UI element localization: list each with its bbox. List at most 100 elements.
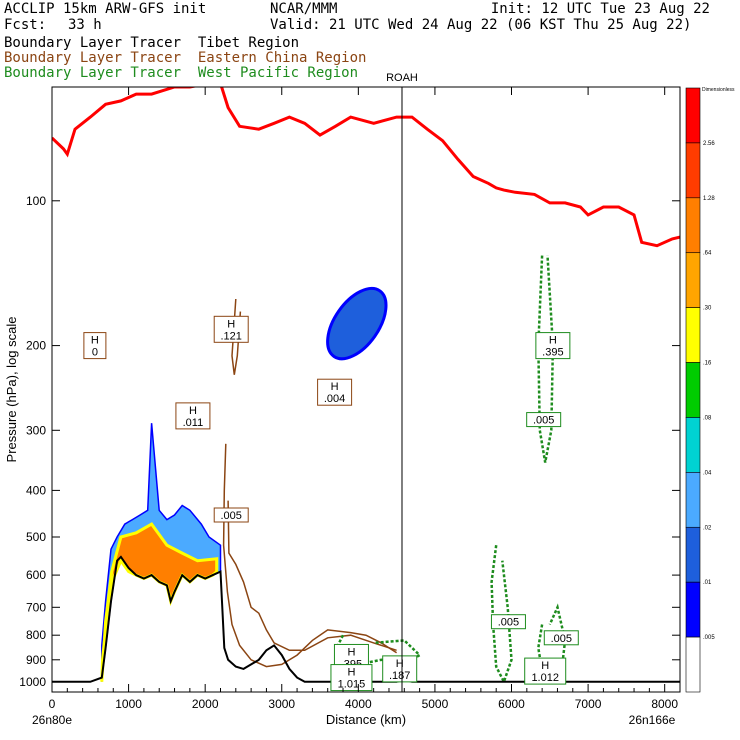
y-tick-label: 600 [26, 568, 46, 582]
colorbar-segment [685, 362, 701, 418]
extremum-label: H.395 [535, 332, 571, 360]
extremum-value: .121 [220, 330, 241, 342]
extremum-value: .005 [551, 633, 572, 645]
org-label: NCAR/MMM [270, 1, 338, 17]
extremum-h: H [541, 660, 549, 672]
extremum-label: H1.015 [330, 664, 373, 692]
colorbar-level-label: .005 [703, 635, 715, 641]
extremum-label: .005 [213, 507, 249, 523]
extremum-h: H [189, 405, 197, 417]
extremum-value: .187 [389, 670, 410, 682]
colorbar-title: Dimensionless [702, 87, 735, 93]
y-tick-label: 100 [26, 194, 46, 208]
x-tick-label: 2000 [192, 697, 219, 711]
colorbar-level-label: 2.56 [703, 141, 715, 147]
colorbar-level-label: .16 [703, 361, 712, 367]
extremum-h: H [347, 646, 355, 658]
colorbar-segment [685, 307, 701, 363]
colorbar-segment [685, 472, 701, 528]
extremum-label: H.011 [175, 402, 211, 430]
west-pacific-contour [490, 545, 513, 685]
right-endpoint-label: 26n166e [629, 713, 676, 727]
extremum-label: H1.012 [524, 657, 567, 685]
colorbar-segment [685, 581, 701, 638]
extremum-box [490, 614, 526, 630]
valid-time: Valid: 21 UTC Wed 24 Aug 22 (06 KST Thu … [270, 17, 692, 33]
colorbar-level-label: 1.28 [703, 196, 715, 202]
eastern-china-contour [222, 443, 398, 668]
y-tick-label: 900 [26, 653, 46, 667]
x-tick-label: 5000 [422, 697, 449, 711]
extremum-box [526, 412, 562, 428]
west-pacific-contour [537, 603, 567, 680]
extremum-box [213, 507, 249, 523]
y-tick-label: 1000 [19, 675, 46, 689]
x-tick-label: 8000 [651, 697, 678, 711]
extremum-value: 1.012 [531, 672, 559, 684]
tropopause-line [52, 87, 680, 248]
extremum-h: H [396, 658, 404, 670]
extremum-box [524, 657, 567, 685]
colorbar-level-label: .64 [703, 251, 712, 257]
extremum-box [330, 664, 373, 692]
legend-eastern-china: Boundary Layer Tracer Eastern China Regi… [4, 50, 367, 66]
colorbar: Dimensionless .005 .01 .02 .04 .08 .16 .30 .64 1.… [685, 87, 735, 693]
x-tick-label: 7000 [575, 697, 602, 711]
colorbar-segment [685, 252, 701, 308]
legend-tibet: Boundary Layer Tracer Tibet Region [4, 35, 300, 51]
extremum-h: H [227, 318, 235, 330]
extremum-value: .005 [498, 617, 519, 629]
colorbar-level-label: .02 [703, 525, 712, 531]
extremum-label: H.187 [382, 655, 418, 683]
extremum-h: H [331, 381, 339, 393]
extremum-value: 1.015 [338, 679, 366, 691]
extremum-value: .004 [324, 393, 345, 405]
colorbar-segment [685, 526, 701, 583]
y-tick-label: 700 [26, 600, 46, 614]
extremum-value: .005 [533, 415, 554, 427]
extremum-value: .005 [220, 510, 241, 522]
fcst-label: Fcst: [4, 17, 47, 33]
roah-marker-label: ROAH [386, 72, 418, 84]
extremum-h: H [347, 667, 355, 679]
extremum-label: .005 [490, 614, 526, 630]
extremum-box [317, 378, 353, 406]
extremum-box [213, 315, 249, 343]
y-tick-label: 300 [26, 423, 46, 437]
extremum-box [543, 630, 579, 646]
colorbar-level-label: .04 [703, 470, 712, 476]
y-tick-label: 500 [26, 530, 46, 544]
x-tick-label: 6000 [498, 697, 525, 711]
colorbar-segment [685, 417, 701, 473]
extremum-label: H0 [83, 332, 107, 360]
extremum-value: 0 [92, 347, 98, 359]
extremum-h: H [91, 335, 99, 347]
x-tick-label: 4000 [345, 697, 372, 711]
left-endpoint-label: 26n80e [32, 713, 72, 727]
colorbar-level-label: .01 [703, 580, 712, 586]
extremum-label: H.121 [213, 315, 249, 343]
colorbar-level-label: .30 [703, 306, 712, 312]
extremum-box [382, 655, 418, 683]
colorbar-segment [685, 87, 701, 144]
extremum-box [175, 402, 211, 430]
y-tick-label: 200 [26, 339, 46, 353]
init-time: Init: 12 UTC Tue 23 Aug 22 [490, 1, 710, 17]
y-tick-label: 800 [26, 628, 46, 642]
extremum-box [83, 332, 107, 360]
y-tick-label: 400 [26, 483, 46, 497]
colorbar-segment [685, 197, 701, 254]
x-tick-label: 3000 [268, 697, 295, 711]
extremum-label: .005 [543, 630, 579, 646]
legend-west-pacific: Boundary Layer Tracer West Pacific Regio… [4, 65, 359, 81]
extremum-box [535, 332, 571, 360]
colorbar-segment [685, 142, 701, 199]
extremum-h: H [549, 335, 557, 347]
extremum-label: .005 [526, 412, 562, 428]
colorbar-segment [685, 636, 701, 693]
y-axis-label: Pressure (hPa), log scale [4, 317, 19, 463]
model-title: ACCLIP 15km ARW-GFS init [4, 1, 207, 17]
terrain-line [52, 555, 680, 683]
plot-frame [51, 86, 681, 693]
